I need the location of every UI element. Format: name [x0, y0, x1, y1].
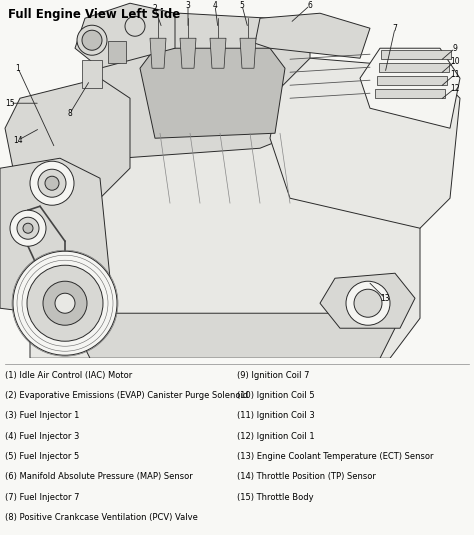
- Polygon shape: [320, 273, 415, 328]
- Circle shape: [77, 25, 107, 55]
- Polygon shape: [75, 3, 175, 68]
- Polygon shape: [210, 38, 226, 68]
- Text: (13) Engine Coolant Temperature (ECT) Sensor: (13) Engine Coolant Temperature (ECT) Se…: [237, 452, 434, 461]
- Text: (3) Fuel Injector 1: (3) Fuel Injector 1: [5, 411, 79, 421]
- Bar: [108, 41, 126, 63]
- Circle shape: [45, 176, 59, 190]
- Polygon shape: [270, 58, 460, 228]
- Text: 5: 5: [239, 1, 245, 10]
- Text: (9) Ignition Coil 7: (9) Ignition Coil 7: [237, 371, 310, 380]
- Text: (10) Ignition Coil 5: (10) Ignition Coil 5: [237, 391, 315, 400]
- Circle shape: [82, 30, 102, 50]
- Text: (1) Idle Air Control (IAC) Motor: (1) Idle Air Control (IAC) Motor: [5, 371, 132, 380]
- Circle shape: [13, 251, 117, 355]
- Text: (11) Ignition Coil 3: (11) Ignition Coil 3: [237, 411, 315, 421]
- Text: 11: 11: [450, 70, 460, 79]
- Circle shape: [55, 293, 75, 313]
- Text: (14) Throttle Position (TP) Sensor: (14) Throttle Position (TP) Sensor: [237, 472, 376, 482]
- Text: 3: 3: [185, 1, 191, 10]
- Text: 7: 7: [392, 24, 397, 33]
- Circle shape: [43, 281, 87, 325]
- Circle shape: [30, 161, 74, 205]
- Text: 8: 8: [68, 109, 73, 118]
- Text: 12: 12: [450, 83, 460, 93]
- Text: 15: 15: [5, 99, 15, 108]
- Circle shape: [10, 210, 46, 246]
- Text: 4: 4: [212, 1, 218, 10]
- Circle shape: [346, 281, 390, 325]
- Text: (12) Ignition Coil 1: (12) Ignition Coil 1: [237, 432, 315, 441]
- Text: (15) Throttle Body: (15) Throttle Body: [237, 493, 314, 502]
- Polygon shape: [150, 38, 166, 68]
- Text: Full Engine View Left Side: Full Engine View Left Side: [8, 8, 180, 21]
- Circle shape: [125, 16, 145, 36]
- Text: (5) Fuel Injector 5: (5) Fuel Injector 5: [5, 452, 79, 461]
- Polygon shape: [240, 38, 256, 68]
- Text: (7) Fuel Injector 7: (7) Fuel Injector 7: [5, 493, 79, 502]
- Bar: [375, 89, 445, 98]
- Polygon shape: [360, 48, 460, 128]
- Polygon shape: [255, 13, 370, 58]
- Text: 9: 9: [453, 44, 457, 53]
- Text: (6) Manifold Absolute Pressure (MAP) Sensor: (6) Manifold Absolute Pressure (MAP) Sen…: [5, 472, 192, 482]
- Circle shape: [27, 265, 103, 341]
- Text: 10: 10: [450, 57, 460, 66]
- Text: (8) Positive Crankcase Ventilation (PCV) Valve: (8) Positive Crankcase Ventilation (PCV)…: [5, 513, 198, 522]
- Polygon shape: [140, 48, 285, 138]
- Text: 6: 6: [308, 1, 312, 10]
- Circle shape: [38, 169, 66, 197]
- Bar: [381, 50, 451, 59]
- Polygon shape: [5, 78, 130, 198]
- Text: 2: 2: [153, 4, 157, 13]
- Text: 13: 13: [380, 294, 390, 303]
- Polygon shape: [100, 13, 310, 158]
- Text: 1: 1: [16, 64, 20, 73]
- Circle shape: [23, 223, 33, 233]
- Polygon shape: [75, 313, 395, 358]
- Polygon shape: [180, 38, 196, 68]
- Polygon shape: [0, 158, 110, 318]
- Polygon shape: [15, 118, 420, 358]
- Bar: [379, 63, 449, 72]
- Bar: [82, 60, 102, 88]
- Text: (2) Evaporative Emissions (EVAP) Canister Purge Solenoid: (2) Evaporative Emissions (EVAP) Caniste…: [5, 391, 248, 400]
- Text: 14: 14: [13, 136, 23, 145]
- Bar: [377, 76, 447, 85]
- Circle shape: [17, 217, 39, 239]
- Text: (4) Fuel Injector 3: (4) Fuel Injector 3: [5, 432, 79, 441]
- Circle shape: [354, 289, 382, 317]
